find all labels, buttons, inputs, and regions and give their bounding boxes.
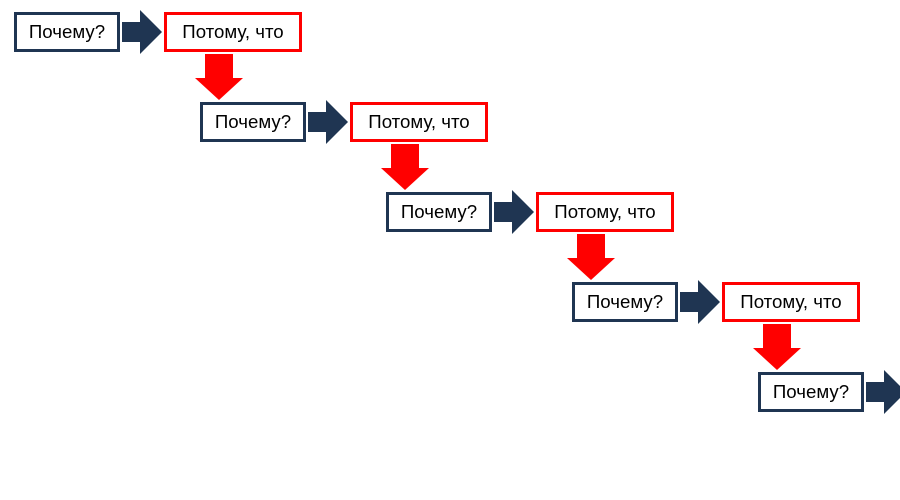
- flowchart-canvas: Почему? Потому, что Почему? Потому, что Поче…: [0, 0, 900, 500]
- because-box-1: Потому, что: [164, 12, 302, 52]
- arrow-right-icon: [308, 102, 348, 142]
- why-box-4: Почему?: [572, 282, 678, 322]
- arrow-right-icon: [494, 192, 534, 232]
- arrow-down-icon: [195, 54, 243, 100]
- arrow-right-icon: [122, 12, 162, 52]
- because-box-4: Потому, что: [722, 282, 860, 322]
- arrow-right-icon: [866, 372, 900, 412]
- why-box-2: Почему?: [200, 102, 306, 142]
- arrow-down-icon: [567, 234, 615, 280]
- why-box-5: Почему?: [758, 372, 864, 412]
- why-box-3: Почему?: [386, 192, 492, 232]
- arrow-right-icon: [680, 282, 720, 322]
- arrow-down-icon: [381, 144, 429, 190]
- because-box-3: Потому, что: [536, 192, 674, 232]
- because-box-2: Потому, что: [350, 102, 488, 142]
- arrow-down-icon: [753, 324, 801, 370]
- why-box-1: Почему?: [14, 12, 120, 52]
